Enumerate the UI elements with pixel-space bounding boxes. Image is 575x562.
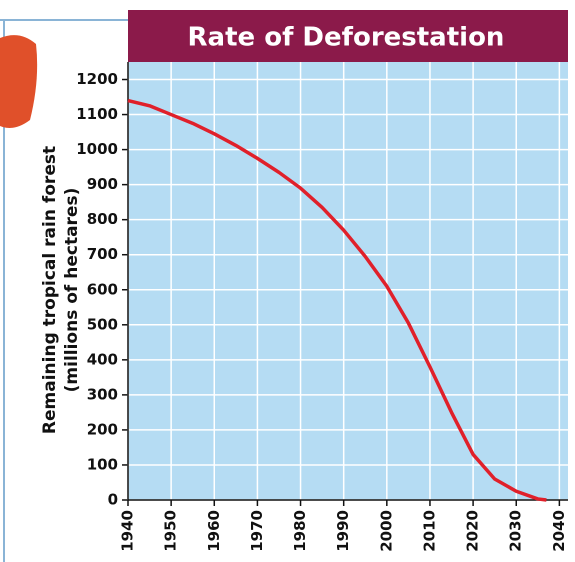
y-axis-label: (millions of hectares) xyxy=(62,188,82,393)
x-tick-label: 2020 xyxy=(464,510,482,552)
y-tick-label: 200 xyxy=(87,420,118,438)
x-tick-label: 1970 xyxy=(248,510,266,552)
y-tick-label: 0 xyxy=(108,491,118,509)
x-tick-label: 1960 xyxy=(205,510,223,552)
y-tick-label: 600 xyxy=(87,280,118,298)
y-tick-label: 800 xyxy=(87,210,118,228)
x-tick-label: 2040 xyxy=(550,510,568,552)
x-tick-label: 1980 xyxy=(291,510,309,552)
x-tick-label: 1990 xyxy=(334,510,352,552)
x-tick-label: 2010 xyxy=(420,510,438,552)
x-tick-label: 1950 xyxy=(162,510,180,552)
chart-title: Rate of Deforestation xyxy=(188,23,505,53)
y-tick-label: 100 xyxy=(87,455,118,473)
x-tick-label: 2000 xyxy=(377,510,395,552)
y-tick-label: 400 xyxy=(87,350,118,368)
y-axis-label: Remaining tropical rain forest xyxy=(40,146,60,434)
x-tick-label: 2030 xyxy=(507,510,525,552)
chart: Rate of Deforestation Remaining tropical… xyxy=(0,0,575,562)
y-tick-label: 900 xyxy=(87,175,118,193)
y-tick-label: 1000 xyxy=(76,140,118,158)
y-tick-label: 500 xyxy=(87,315,118,333)
decoration xyxy=(0,35,37,128)
y-tick-label: 700 xyxy=(87,245,118,263)
y-tick-label: 1100 xyxy=(76,105,118,123)
x-tick-label: 1940 xyxy=(119,510,137,552)
y-tick-label: 300 xyxy=(87,385,118,403)
y-tick-label: 1200 xyxy=(76,70,118,88)
plot-area xyxy=(128,62,568,500)
